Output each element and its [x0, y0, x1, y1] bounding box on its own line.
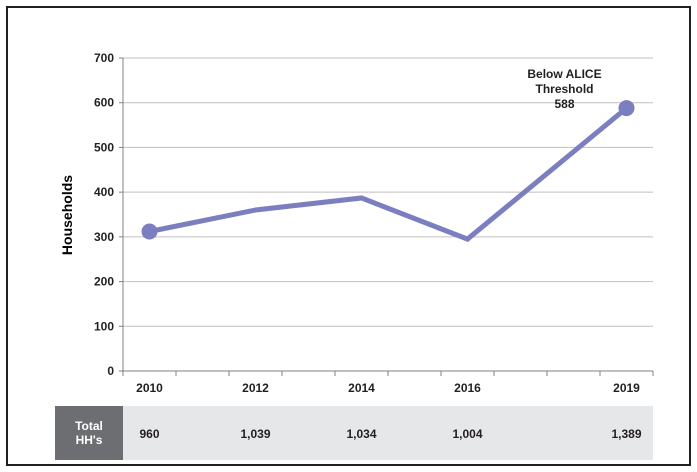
- x-tick-label: 2014: [348, 381, 375, 395]
- totals-value: 1,034: [346, 427, 376, 441]
- y-tick-label: 700: [94, 51, 114, 65]
- totals-value: 1,039: [240, 427, 270, 441]
- series-layer: [141, 100, 635, 242]
- y-tick-label: 0: [107, 364, 114, 378]
- y-axis-label: Households: [59, 175, 75, 255]
- y-tick-label: 500: [94, 140, 114, 154]
- y-tick-label: 600: [94, 96, 114, 110]
- x-tick-label: 2016: [454, 381, 481, 395]
- y-tick-labels: 0 100 200 300 400 500 600 700: [94, 51, 114, 378]
- annotation-line: 588: [554, 97, 574, 111]
- y-tick-label: 400: [94, 185, 114, 199]
- axes: [119, 57, 654, 376]
- x-tick-label: 2010: [136, 381, 163, 395]
- totals-row-background: [123, 406, 653, 460]
- totals-header-cell: [55, 406, 123, 460]
- y-tick-label: 200: [94, 275, 114, 289]
- x-tick-label: 2019: [613, 381, 640, 395]
- data-point-marker: [141, 223, 158, 240]
- x-tick-label: 2012: [242, 381, 269, 395]
- totals-value: 1,389: [611, 427, 641, 441]
- data-point-marker: [618, 100, 635, 117]
- y-tick-label: 300: [94, 230, 114, 244]
- totals-header-label: HH's: [76, 433, 103, 447]
- totals-header-label: Total: [75, 419, 103, 433]
- y-tick-label: 100: [94, 319, 114, 333]
- x-tick-labels: 2010 2012 2014 2016 2019: [136, 381, 640, 395]
- series-line: [149, 106, 629, 242]
- chart-frame: [6, 6, 691, 466]
- gridlines: [123, 57, 653, 327]
- totals-value: 960: [139, 427, 159, 441]
- totals-value: 1,004: [452, 427, 482, 441]
- annotation-line: Threshold: [535, 82, 593, 96]
- annotation-line: Below ALICE: [527, 67, 601, 81]
